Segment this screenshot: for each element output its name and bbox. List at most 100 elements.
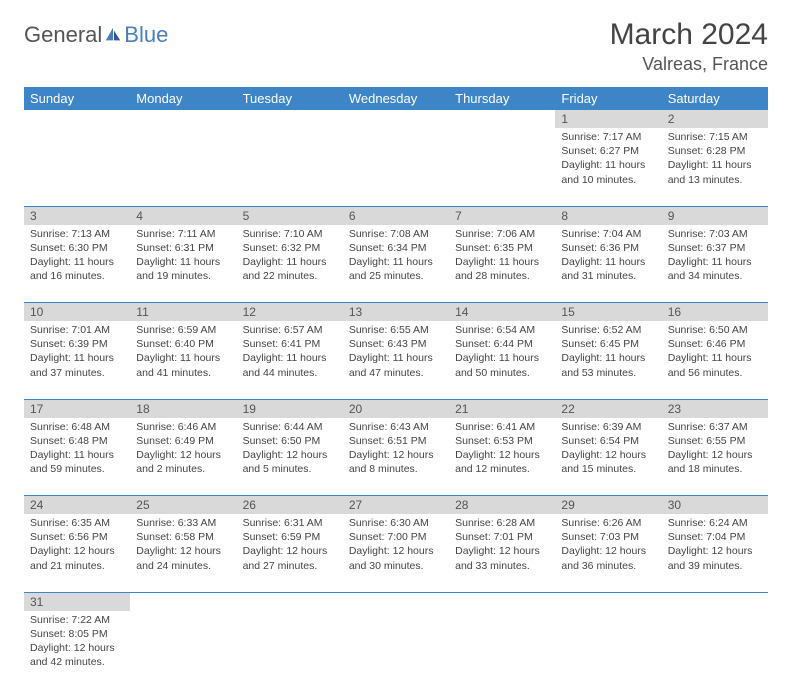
day-number-cell	[662, 592, 768, 611]
day-content-cell: Sunrise: 6:31 AMSunset: 6:59 PMDaylight:…	[237, 514, 343, 592]
day-number-cell	[237, 110, 343, 128]
day-number-row: 24252627282930	[24, 496, 768, 515]
sunrise-line: Sunrise: 6:48 AM	[30, 420, 124, 434]
sunrise-line: Sunrise: 7:10 AM	[243, 227, 337, 241]
day-number-cell: 15	[555, 303, 661, 322]
sunrise-line: Sunrise: 6:35 AM	[30, 516, 124, 530]
sunset-line: Sunset: 6:48 PM	[30, 434, 124, 448]
weekday-header: Saturday	[662, 87, 768, 110]
day-number-cell: 9	[662, 206, 768, 225]
day-number-cell: 19	[237, 399, 343, 418]
day-number-row: 31	[24, 592, 768, 611]
day-number-cell	[343, 592, 449, 611]
sunrise-line: Sunrise: 6:39 AM	[561, 420, 655, 434]
sunset-line: Sunset: 6:50 PM	[243, 434, 337, 448]
daylight-line: Daylight: 12 hours and 42 minutes.	[30, 641, 124, 669]
sunrise-line: Sunrise: 7:01 AM	[30, 323, 124, 337]
sunset-line: Sunset: 6:51 PM	[349, 434, 443, 448]
day-content-row: Sunrise: 7:01 AMSunset: 6:39 PMDaylight:…	[24, 321, 768, 399]
sunset-line: Sunset: 7:04 PM	[668, 530, 762, 544]
day-content-cell: Sunrise: 6:52 AMSunset: 6:45 PMDaylight:…	[555, 321, 661, 399]
day-content-cell: Sunrise: 6:44 AMSunset: 6:50 PMDaylight:…	[237, 418, 343, 496]
sunset-line: Sunset: 6:39 PM	[30, 337, 124, 351]
day-number-cell: 31	[24, 592, 130, 611]
weekday-header: Thursday	[449, 87, 555, 110]
day-content-cell: Sunrise: 7:06 AMSunset: 6:35 PMDaylight:…	[449, 225, 555, 303]
day-content-cell	[343, 128, 449, 206]
day-content-cell: Sunrise: 6:30 AMSunset: 7:00 PMDaylight:…	[343, 514, 449, 592]
day-number-cell	[24, 110, 130, 128]
day-content-cell: Sunrise: 7:13 AMSunset: 6:30 PMDaylight:…	[24, 225, 130, 303]
sunset-line: Sunset: 6:35 PM	[455, 241, 549, 255]
sunset-line: Sunset: 6:59 PM	[243, 530, 337, 544]
weekday-header: Sunday	[24, 87, 130, 110]
day-content-cell: Sunrise: 7:15 AMSunset: 6:28 PMDaylight:…	[662, 128, 768, 206]
day-content-cell	[237, 611, 343, 689]
sunrise-line: Sunrise: 6:24 AM	[668, 516, 762, 530]
day-content-cell: Sunrise: 6:41 AMSunset: 6:53 PMDaylight:…	[449, 418, 555, 496]
sunrise-line: Sunrise: 7:04 AM	[561, 227, 655, 241]
daylight-line: Daylight: 11 hours and 59 minutes.	[30, 448, 124, 476]
day-number-cell: 2	[662, 110, 768, 128]
day-number-cell	[130, 592, 236, 611]
sunset-line: Sunset: 6:45 PM	[561, 337, 655, 351]
day-number-cell: 4	[130, 206, 236, 225]
day-number-cell: 20	[343, 399, 449, 418]
sunset-line: Sunset: 6:49 PM	[136, 434, 230, 448]
day-number-cell	[130, 110, 236, 128]
daylight-line: Daylight: 12 hours and 12 minutes.	[455, 448, 549, 476]
day-content-cell	[24, 128, 130, 206]
sunrise-line: Sunrise: 7:13 AM	[30, 227, 124, 241]
day-content-cell: Sunrise: 6:48 AMSunset: 6:48 PMDaylight:…	[24, 418, 130, 496]
sunrise-line: Sunrise: 6:52 AM	[561, 323, 655, 337]
daylight-line: Daylight: 12 hours and 15 minutes.	[561, 448, 655, 476]
day-number-cell: 27	[343, 496, 449, 515]
daylight-line: Daylight: 12 hours and 33 minutes.	[455, 544, 549, 572]
sunrise-line: Sunrise: 6:26 AM	[561, 516, 655, 530]
day-content-cell: Sunrise: 7:17 AMSunset: 6:27 PMDaylight:…	[555, 128, 661, 206]
day-number-cell: 1	[555, 110, 661, 128]
sunset-line: Sunset: 6:58 PM	[136, 530, 230, 544]
day-content-cell: Sunrise: 7:03 AMSunset: 6:37 PMDaylight:…	[662, 225, 768, 303]
sunrise-line: Sunrise: 7:22 AM	[30, 613, 124, 627]
daylight-line: Daylight: 11 hours and 53 minutes.	[561, 351, 655, 379]
day-number-cell: 26	[237, 496, 343, 515]
day-content-cell: Sunrise: 6:46 AMSunset: 6:49 PMDaylight:…	[130, 418, 236, 496]
day-number-cell: 13	[343, 303, 449, 322]
day-number-cell	[237, 592, 343, 611]
sunrise-line: Sunrise: 6:37 AM	[668, 420, 762, 434]
day-content-cell: Sunrise: 6:54 AMSunset: 6:44 PMDaylight:…	[449, 321, 555, 399]
sunrise-line: Sunrise: 6:57 AM	[243, 323, 337, 337]
day-number-cell: 23	[662, 399, 768, 418]
day-content-cell: Sunrise: 6:26 AMSunset: 7:03 PMDaylight:…	[555, 514, 661, 592]
day-content-cell: Sunrise: 7:01 AMSunset: 6:39 PMDaylight:…	[24, 321, 130, 399]
day-number-cell: 22	[555, 399, 661, 418]
sunrise-line: Sunrise: 6:33 AM	[136, 516, 230, 530]
sunrise-line: Sunrise: 6:43 AM	[349, 420, 443, 434]
day-content-cell	[237, 128, 343, 206]
daylight-line: Daylight: 11 hours and 37 minutes.	[30, 351, 124, 379]
sunrise-line: Sunrise: 7:15 AM	[668, 130, 762, 144]
month-title: March 2024	[610, 18, 768, 52]
day-number-cell: 6	[343, 206, 449, 225]
day-number-row: 17181920212223	[24, 399, 768, 418]
daylight-line: Daylight: 11 hours and 47 minutes.	[349, 351, 443, 379]
day-content-row: Sunrise: 7:22 AMSunset: 8:05 PMDaylight:…	[24, 611, 768, 689]
sunset-line: Sunset: 6:28 PM	[668, 144, 762, 158]
day-number-cell: 29	[555, 496, 661, 515]
sunset-line: Sunset: 6:44 PM	[455, 337, 549, 351]
day-content-cell: Sunrise: 6:28 AMSunset: 7:01 PMDaylight:…	[449, 514, 555, 592]
daylight-line: Daylight: 12 hours and 21 minutes.	[30, 544, 124, 572]
sunset-line: Sunset: 8:05 PM	[30, 627, 124, 641]
day-content-cell: Sunrise: 6:37 AMSunset: 6:55 PMDaylight:…	[662, 418, 768, 496]
daylight-line: Daylight: 11 hours and 50 minutes.	[455, 351, 549, 379]
sunset-line: Sunset: 6:36 PM	[561, 241, 655, 255]
location: Valreas, France	[610, 54, 768, 75]
weekday-header: Monday	[130, 87, 236, 110]
day-content-row: Sunrise: 7:13 AMSunset: 6:30 PMDaylight:…	[24, 225, 768, 303]
sunrise-line: Sunrise: 6:46 AM	[136, 420, 230, 434]
sunrise-line: Sunrise: 6:55 AM	[349, 323, 443, 337]
day-content-cell	[343, 611, 449, 689]
sunrise-line: Sunrise: 7:08 AM	[349, 227, 443, 241]
day-number-cell	[343, 110, 449, 128]
